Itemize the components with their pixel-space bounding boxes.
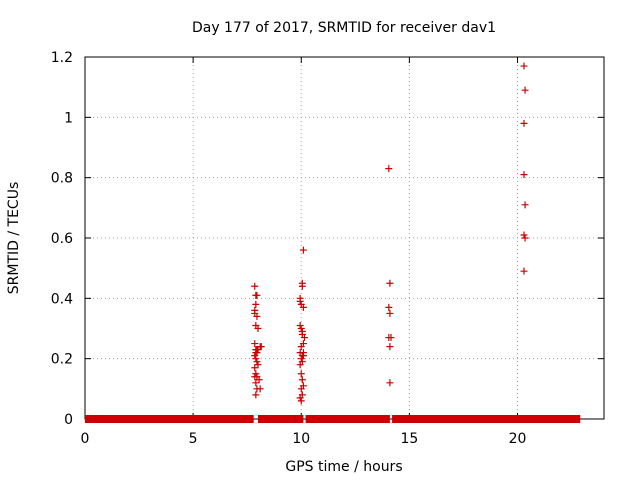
data-point — [520, 171, 528, 179]
data-point — [252, 379, 260, 387]
data-point — [297, 355, 305, 363]
data-point — [296, 321, 304, 329]
x-tick-label: 0 — [81, 431, 90, 447]
data-point — [521, 234, 529, 242]
baseline-marker-band — [85, 415, 254, 423]
data-point — [298, 376, 306, 384]
data-point — [521, 201, 529, 209]
data-point — [520, 62, 528, 70]
data-point — [297, 325, 305, 332]
chart-title: Day 177 of 2017, SRMTID for receiver dav… — [192, 20, 496, 36]
data-point — [251, 306, 259, 314]
data-point — [297, 385, 305, 393]
y-tick-label: 0.2 — [51, 352, 73, 368]
grid-layer — [85, 57, 604, 419]
baseline-marker-band — [392, 415, 581, 423]
y-tick-label: 0.8 — [51, 171, 73, 187]
y-tick-label: 1.2 — [51, 50, 73, 66]
data-point — [296, 361, 304, 369]
data-point — [520, 231, 528, 239]
data-point — [296, 394, 304, 402]
data-point — [256, 385, 264, 393]
y-tick-label: 1 — [64, 110, 73, 126]
data-point — [254, 346, 262, 354]
data-point — [520, 119, 528, 127]
data-point — [386, 379, 394, 387]
data-point — [252, 370, 260, 378]
data-point — [252, 300, 260, 308]
x-tick-label: 5 — [189, 431, 198, 447]
data-point — [297, 397, 305, 405]
data-point — [297, 343, 305, 351]
data-point — [296, 297, 304, 305]
data-point — [253, 358, 261, 366]
data-point — [385, 334, 393, 342]
data-point — [298, 331, 306, 339]
data-point — [297, 370, 305, 378]
data-point — [255, 376, 263, 384]
x-axis-label: GPS time / hours — [285, 459, 402, 475]
data-point — [252, 355, 260, 363]
x-tick-label: 15 — [400, 431, 418, 447]
y-axis-label: SRMTID / TECUs — [6, 182, 22, 295]
data-point — [254, 361, 262, 369]
y-tick-label: 0.4 — [51, 291, 73, 307]
y-tick-label: 0 — [64, 412, 73, 428]
data-point — [253, 291, 261, 299]
data-point — [521, 86, 529, 94]
data-point — [257, 343, 265, 351]
data-point — [299, 246, 307, 254]
data-point — [385, 303, 393, 311]
data-point — [251, 364, 259, 372]
data-point — [254, 325, 262, 332]
data-point — [252, 391, 260, 399]
x-tick-label: 10 — [292, 431, 310, 447]
data-point — [253, 312, 261, 320]
data-point — [299, 349, 307, 357]
baseline-marker-band — [258, 415, 304, 423]
y-tick-label: 0.6 — [51, 231, 73, 247]
data-point — [299, 303, 307, 311]
data-point — [251, 282, 259, 290]
data-point — [253, 349, 261, 357]
baseline-marker-band — [305, 415, 390, 423]
axis-layer: 0 5 10 15 20 0 0.2 0.4 0.6 0.8 1 1.2 — [51, 50, 605, 447]
x-tick-label: 20 — [509, 431, 527, 447]
data-point — [386, 279, 394, 287]
data-point — [386, 343, 394, 351]
data-point — [385, 165, 393, 173]
data-point — [386, 309, 394, 317]
data-point — [520, 267, 528, 275]
data-layer — [85, 62, 581, 423]
data-point — [251, 340, 259, 348]
data-point — [298, 279, 306, 287]
data-point — [251, 373, 259, 381]
